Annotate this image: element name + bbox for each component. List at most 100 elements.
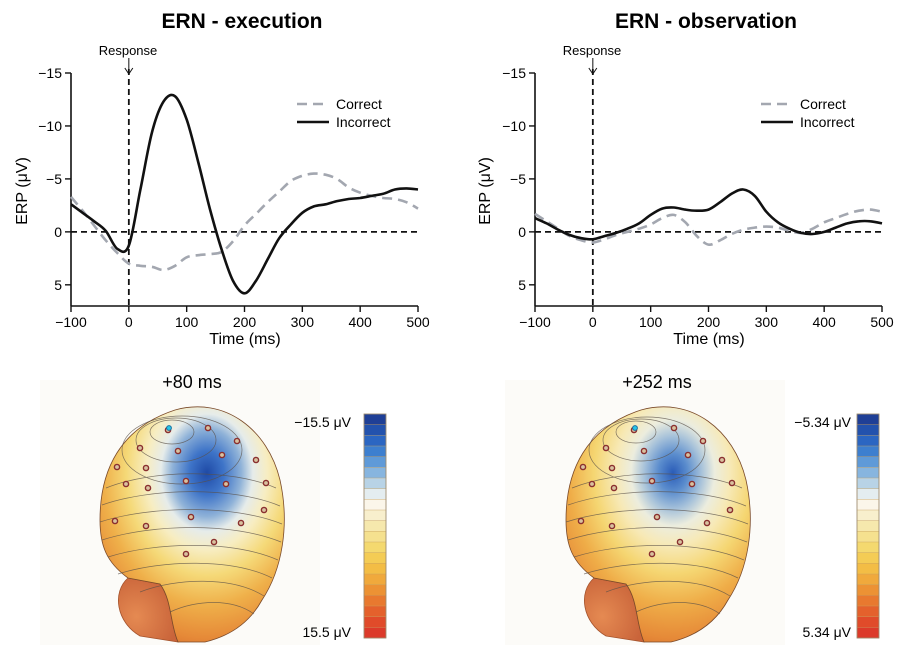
colorbar-step (856, 627, 880, 639)
y-tick-label: −5 (46, 171, 62, 187)
colorbar-step (363, 413, 387, 426)
y-tick-label: 0 (54, 224, 62, 240)
colorbar-step (856, 531, 880, 543)
legend-label-incorrect: Incorrect (800, 114, 855, 130)
colorbar-step (856, 616, 880, 628)
x-tick-label: 100 (175, 314, 199, 330)
colorbar-step (363, 616, 387, 628)
x-tick-label: −100 (55, 314, 87, 330)
topomap-observation: +252 ms (505, 372, 880, 645)
legend-label-incorrect: Incorrect (336, 114, 391, 130)
colorbar-step (856, 573, 880, 586)
topomap-time-label: +80 ms (162, 372, 222, 392)
colorbar-step (363, 605, 387, 618)
chart-panel-execution: ERN - execution ERP (μV) Time (ms) Respo… (14, 10, 430, 348)
x-tick-label: 300 (755, 314, 779, 330)
topomap-execution: +80 ms (40, 372, 387, 645)
colorbar-step (363, 595, 387, 607)
electrode-peak (166, 425, 172, 431)
colorbar-step (363, 435, 387, 447)
colorbar-step (856, 477, 880, 490)
topomap-time-label: +252 ms (622, 372, 692, 392)
chart-panel-observation: ERN - observation ERP (μV) Time (ms) Res… (477, 10, 894, 348)
y-tick-label: 5 (518, 277, 526, 293)
colorbar-step (363, 445, 387, 458)
y-axis-label-group: ERP (μV) (14, 157, 31, 225)
y-tick-label: 5 (54, 277, 62, 293)
colorbar-frame (363, 413, 387, 639)
colorbar-step (363, 467, 387, 479)
colorbar-step (856, 563, 880, 575)
response-annotation: Response (99, 43, 158, 58)
colorbar-step (856, 584, 880, 596)
colorbar-step (363, 477, 387, 490)
chart-title: ERN - observation (615, 10, 797, 33)
colorbar-step (856, 413, 880, 426)
y-tick-label: −15 (38, 65, 62, 81)
y-tick-label: −10 (502, 118, 526, 134)
colorbar-frame (856, 413, 880, 639)
colorbar-step (363, 552, 387, 564)
response-arrow (124, 67, 134, 75)
x-tick-label: 200 (697, 314, 721, 330)
colorbar-step (363, 563, 387, 575)
series-line-incorrect (534, 188, 883, 241)
contour-lines (565, 416, 749, 615)
colorbar-step (856, 541, 880, 554)
chart-title: ERN - execution (161, 10, 322, 33)
colorbar-step (363, 584, 387, 596)
y-axis-label: ERP (μV) (14, 157, 31, 225)
colorbar-step (363, 520, 387, 532)
x-tick-label: 400 (348, 314, 372, 330)
series-line-correct (534, 208, 883, 246)
colorbar-step (363, 573, 387, 586)
colorbar-step (856, 552, 880, 564)
x-axis-label: Time (ms) (209, 331, 280, 348)
colorbar-step (856, 605, 880, 618)
series-line-correct (69, 172, 419, 272)
colorbar-step (856, 595, 880, 607)
legend-label-correct: Correct (800, 96, 846, 112)
response-arrow (588, 67, 598, 75)
electrodes (111, 424, 270, 558)
colorbar-step (856, 467, 880, 479)
legend-label-correct: Correct (336, 96, 382, 112)
colorbar-step (856, 456, 880, 468)
colorbar-min-label: −15.5 μV (294, 414, 351, 430)
colorbar-step (363, 541, 387, 554)
x-tick-label: 200 (233, 314, 257, 330)
x-axis-label: Time (ms) (673, 331, 744, 348)
y-tick-label: −15 (502, 65, 526, 81)
colorbar-step (856, 520, 880, 532)
x-tick-label: 500 (406, 314, 430, 330)
colorbar-max-label: 5.34 μV (802, 624, 851, 640)
y-axis-label-group: ERP (μV) (477, 157, 494, 225)
colorbar-step (856, 424, 880, 436)
x-tick-label: 0 (589, 314, 597, 330)
colorbar-step (856, 445, 880, 458)
colorbar-step (363, 424, 387, 436)
y-tick-label: −5 (510, 171, 526, 187)
colorbar-step (856, 488, 880, 500)
x-tick-label: 100 (639, 314, 663, 330)
y-axis-label: ERP (μV) (477, 157, 494, 225)
contour-lines (99, 415, 283, 615)
colorbar-step (856, 499, 880, 511)
colorbar-step (856, 435, 880, 447)
colorbar-step (363, 627, 387, 639)
x-tick-label: 300 (291, 314, 315, 330)
colorbar-step (363, 499, 387, 511)
x-tick-label: −100 (519, 314, 551, 330)
colorbar-max-label: 15.5 μV (302, 624, 351, 640)
colorbar-step (363, 531, 387, 543)
colorbar-step (363, 509, 387, 522)
x-tick-label: 400 (812, 314, 836, 330)
y-tick-label: −10 (38, 118, 62, 134)
series-line-incorrect (70, 93, 419, 295)
colorbar-step (363, 456, 387, 468)
electrode-peak (632, 425, 638, 431)
response-annotation: Response (563, 43, 622, 58)
x-tick-label: 500 (870, 314, 894, 330)
x-tick-label: 0 (125, 314, 133, 330)
